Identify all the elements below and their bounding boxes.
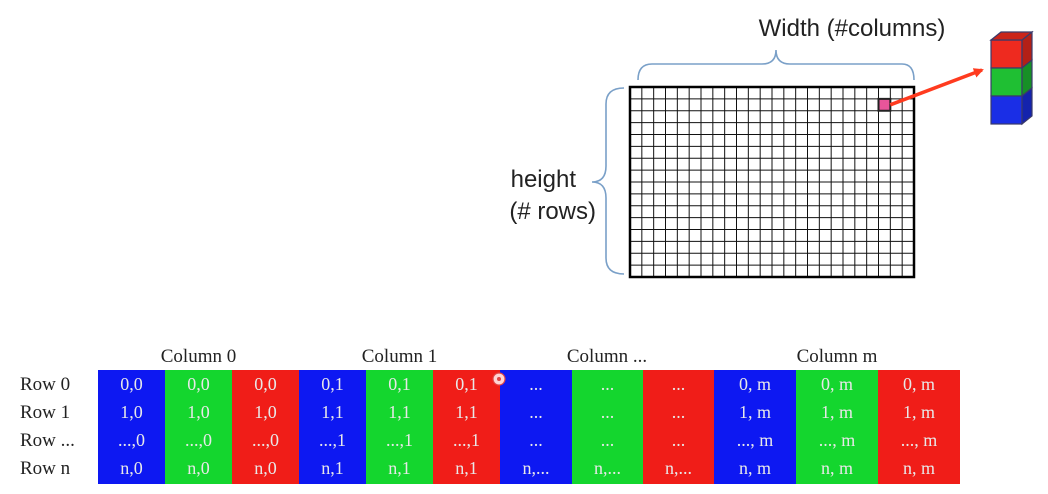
table-cell: 0, m — [821, 374, 853, 394]
table-cell: n,1 — [388, 458, 411, 478]
table-cell: 1, m — [821, 402, 853, 422]
table-cell: ..., m — [901, 430, 938, 450]
table-cell: ... — [529, 374, 543, 394]
table-cell: n,0 — [254, 458, 277, 478]
table-cell: 0,1 — [388, 374, 411, 394]
table-cell: ..., m — [819, 430, 856, 450]
table-cell: ... — [672, 374, 686, 394]
table-cell: n,1 — [321, 458, 344, 478]
table-cell: 1,1 — [388, 402, 411, 422]
table-cell: 1,0 — [254, 402, 277, 422]
table-cell: n,... — [665, 458, 692, 478]
table-cell: ... — [601, 374, 615, 394]
channel-column-band — [643, 370, 714, 484]
table-cell: ... — [601, 402, 615, 422]
channel-column-band — [878, 370, 960, 484]
table-cell: n,0 — [187, 458, 210, 478]
row-label: Row ... — [20, 430, 75, 451]
column-headers: Column 0 Column 1 Column ... Column m — [161, 346, 878, 367]
width-label: Width (#columns) — [759, 15, 946, 42]
table-cell: n, m — [821, 458, 853, 478]
table-cell: ...,0 — [252, 430, 279, 450]
channel-column-band — [165, 370, 232, 484]
table-cell: 0,0 — [254, 374, 277, 394]
pixel-to-channels-arrow — [889, 68, 984, 107]
table-cell: ... — [672, 430, 686, 450]
row-label: Row n — [20, 458, 71, 479]
channel-column-band — [572, 370, 643, 484]
table-cell: ...,0 — [185, 430, 212, 450]
table-cell: 0, m — [739, 374, 771, 394]
table-cell: n,1 — [455, 458, 478, 478]
column-header: Column 1 — [362, 346, 437, 367]
column-header: Column m — [797, 346, 878, 367]
table-cell: ...,1 — [453, 430, 480, 450]
table-cell: ..., m — [737, 430, 774, 450]
channel-column-band — [433, 370, 500, 484]
table-cell: n,... — [594, 458, 621, 478]
red-channel-top — [989, 31, 1034, 41]
row-labels: Row 0 Row 1 Row ... Row n — [20, 374, 75, 479]
blue-channel-side — [1021, 86, 1033, 126]
channel-column-band — [714, 370, 796, 484]
green-channel-front — [990, 67, 1023, 97]
table-cell: ... — [601, 430, 615, 450]
channel-column-band — [366, 370, 433, 484]
height-label: height — [511, 166, 577, 193]
table-cell: 0,0 — [120, 374, 143, 394]
column-header: Column ... — [567, 346, 647, 367]
table-cell: 0,1 — [321, 374, 344, 394]
channel-column-band — [299, 370, 366, 484]
table-cell: 0,1 — [455, 374, 478, 394]
table-cell: 1,0 — [187, 402, 210, 422]
channel-cells: 0,0 0,0 0,0 0,1 0,1 0,1......... 0, m 0, m 0, m 1… — [98, 370, 960, 484]
table-cell: n, m — [903, 458, 935, 478]
grid-border — [628, 85, 916, 279]
image-pixel-grid — [628, 85, 916, 279]
table-cell: 1,1 — [321, 402, 344, 422]
memory-layout-table: Column 0 Column 1 Column ... Column m Row 0… — [20, 346, 960, 484]
rgb-channel-stack — [989, 30, 1034, 126]
table-cell: n,0 — [120, 458, 143, 478]
row-label: Row 1 — [20, 402, 70, 423]
height-brace — [591, 87, 625, 275]
table-cell: 1, m — [903, 402, 935, 422]
rows-label: (# rows) — [509, 198, 596, 225]
row-label: Row 0 — [20, 374, 70, 395]
cursor-marker-dot — [497, 377, 501, 381]
column-header: Column 0 — [161, 346, 236, 367]
table-cell: 1,1 — [455, 402, 478, 422]
table-cell: ...,0 — [118, 430, 145, 450]
table-cell: n,... — [523, 458, 550, 478]
width-brace — [637, 49, 915, 81]
table-cell: ... — [672, 402, 686, 422]
table-cell: 1, m — [739, 402, 771, 422]
table-cell: ...,1 — [386, 430, 413, 450]
table-cell: ...,1 — [319, 430, 346, 450]
table-cell: 1,0 — [120, 402, 143, 422]
table-cell: 0, m — [903, 374, 935, 394]
highlighted-pixel — [877, 97, 892, 112]
table-cell: ... — [529, 402, 543, 422]
table-cell: ... — [529, 430, 543, 450]
channel-column-band — [796, 370, 878, 484]
table-cell: n, m — [739, 458, 771, 478]
channel-column-band — [232, 370, 299, 484]
channel-column-band — [500, 370, 572, 484]
table-cell: 0,0 — [187, 374, 210, 394]
blue-channel-front — [990, 95, 1023, 125]
channel-column-band — [98, 370, 165, 484]
red-channel-front — [990, 39, 1023, 69]
